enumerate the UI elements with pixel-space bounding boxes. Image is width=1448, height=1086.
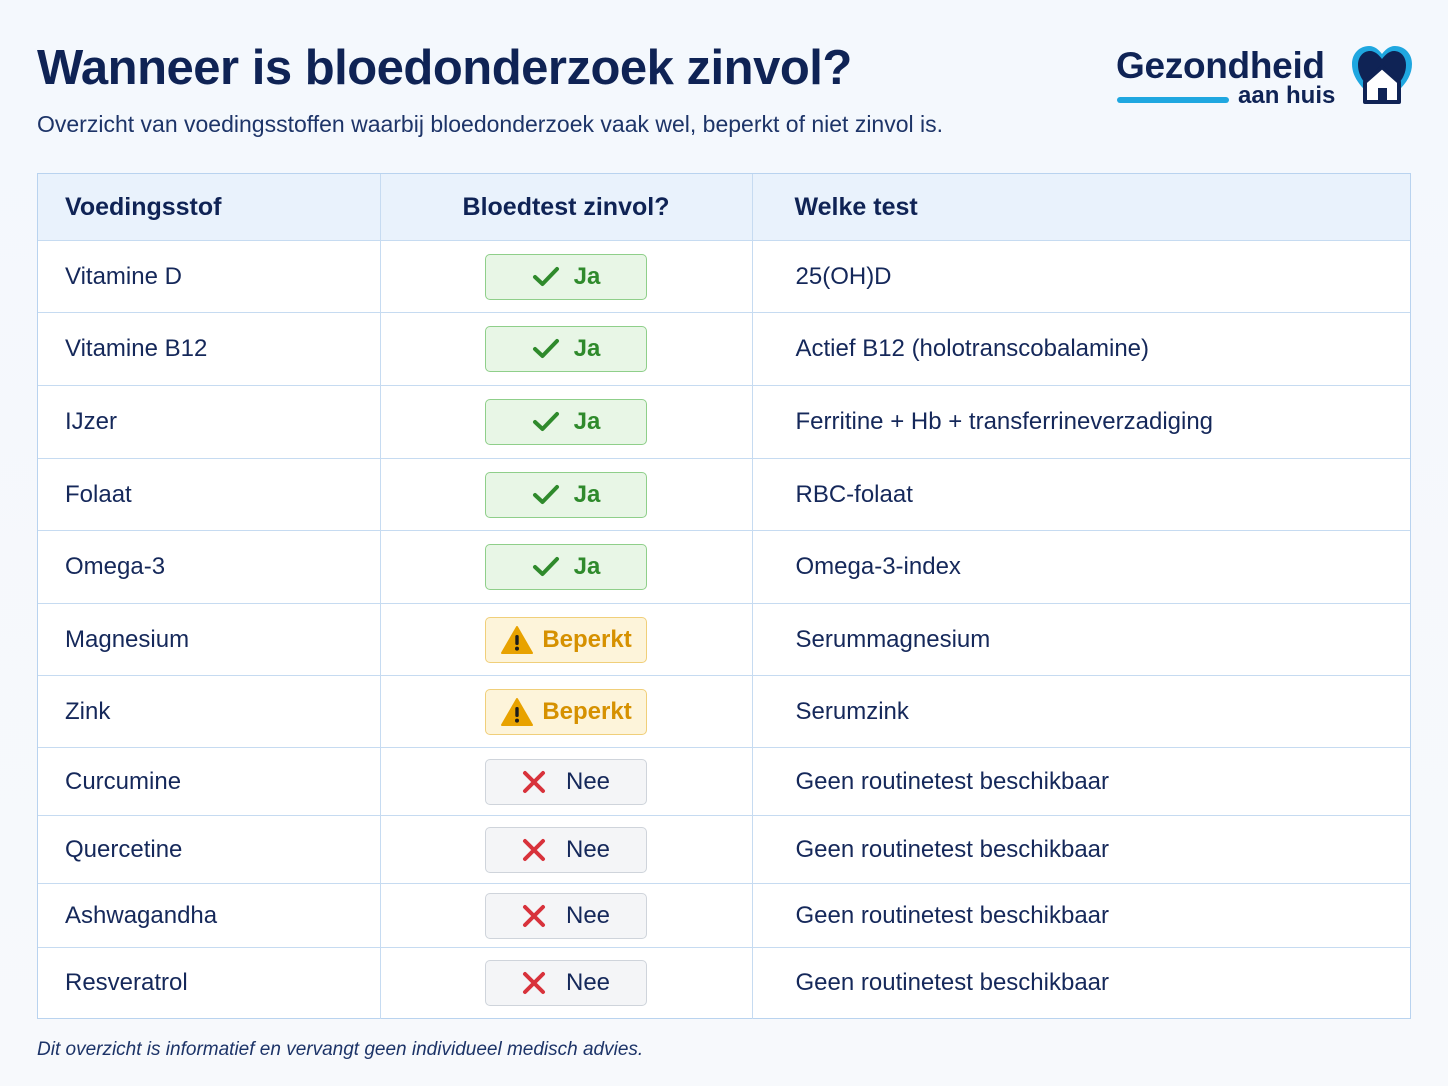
nutrient-cell: Curcumine	[38, 747, 381, 816]
table-row: Vitamine D Ja 25(OH)D	[38, 240, 1410, 313]
status-label: Nee	[565, 835, 611, 863]
test-cell: Geen routinetest beschikbaar	[752, 883, 1410, 948]
page-subtitle: Overzicht van voedingsstoffen waarbij bl…	[37, 111, 944, 137]
status-badge-no: Nee	[485, 892, 647, 939]
table-row: Zink Beperkt Serumzink	[38, 675, 1410, 748]
useful-cell: Ja	[380, 458, 753, 531]
nutrient-table: Voedingsstof Bloedtest zinvol? Welke tes…	[37, 173, 1411, 1019]
test-cell: Omega-3-index	[752, 530, 1410, 604]
status-badge-no: Nee	[485, 960, 647, 1007]
test-cell: Serumzink	[752, 675, 1410, 748]
nutrient-cell: Zink	[38, 675, 381, 748]
cross-icon	[522, 838, 545, 861]
table-row: Vitamine B12 Ja Actief B12 (holotranscobal…	[38, 312, 1410, 386]
disclaimer-footnote: Dit overzicht is informatief en vervangt…	[37, 1039, 644, 1060]
useful-cell: Ja	[380, 530, 753, 604]
status-badge-limited: Beperkt	[485, 688, 647, 735]
nutrient-cell: IJzer	[38, 385, 381, 459]
test-cell: 25(OH)D	[752, 240, 1410, 313]
table-header-row: Voedingsstof Bloedtest zinvol? Welke tes…	[38, 174, 1410, 241]
nutrient-cell: Ashwagandha	[38, 883, 381, 948]
column-header-test: Welke test	[752, 174, 1410, 241]
check-icon	[532, 339, 559, 358]
column-header-useful: Bloedtest zinvol?	[380, 174, 753, 241]
nutrient-cell: Resveratrol	[38, 947, 381, 1019]
useful-cell: Ja	[380, 240, 753, 313]
status-label: Ja	[573, 553, 601, 580]
nutrient-cell: Folaat	[38, 458, 381, 531]
useful-cell: Beperkt	[380, 675, 753, 748]
status-badge-yes: Ja	[485, 471, 647, 518]
cross-icon	[522, 904, 545, 927]
status-badge-yes: Ja	[485, 326, 647, 372]
warning-icon	[501, 625, 534, 654]
status-badge-yes: Ja	[485, 399, 647, 445]
check-icon	[532, 484, 559, 504]
table-row: Ashwagandha Nee Geen routinetest beschikba…	[38, 883, 1410, 948]
check-icon	[532, 557, 559, 576]
useful-cell: Beperkt	[380, 603, 753, 676]
cross-icon	[522, 972, 545, 995]
check-icon	[532, 412, 559, 431]
status-label: Ja	[573, 480, 601, 508]
page-title: Wanneer is bloedonderzoek zinvol?	[37, 41, 852, 95]
useful-cell: Ja	[380, 312, 753, 386]
cross-icon	[522, 770, 545, 793]
brand-logo: Gezondheid aan huis	[1114, 42, 1414, 112]
status-label: Beperkt	[542, 697, 632, 725]
status-label: Nee	[565, 969, 611, 997]
table-row: Magnesium Beperkt Serummagnesium	[38, 603, 1410, 676]
column-header-nutrient: Voedingsstof	[38, 174, 381, 241]
status-label: Ja	[573, 262, 601, 290]
status-label: Nee	[565, 901, 611, 929]
status-badge-no: Nee	[485, 758, 647, 805]
table-row: Omega-3 Ja Omega-3-index	[38, 530, 1410, 604]
status-label: Beperkt	[542, 625, 632, 653]
useful-cell: Ja	[380, 385, 753, 459]
test-cell: Actief B12 (holotranscobalamine)	[752, 312, 1410, 386]
nutrient-cell: Omega-3	[38, 530, 381, 604]
status-badge-limited: Beperkt	[485, 616, 647, 663]
status-badge-no: Nee	[485, 826, 647, 873]
table-row: IJzer Ja Ferritine + Hb + transferrineverz…	[38, 385, 1410, 459]
test-cell: RBC-folaat	[752, 458, 1410, 531]
test-cell: Geen routinetest beschikbaar	[752, 747, 1410, 816]
test-cell: Serummagnesium	[752, 603, 1410, 676]
check-icon	[532, 266, 559, 286]
test-cell: Ferritine + Hb + transferrineverzadiging	[752, 385, 1410, 459]
useful-cell: Nee	[380, 815, 753, 884]
useful-cell: Nee	[380, 883, 753, 948]
status-badge-yes: Ja	[485, 253, 647, 300]
logo-tagline: aan huis	[1238, 82, 1336, 109]
warning-icon	[501, 697, 534, 726]
table-row: Quercetine Nee Geen routinetest beschikbaa…	[38, 815, 1410, 884]
status-label: Ja	[573, 335, 601, 362]
status-badge-yes: Ja	[485, 544, 647, 590]
nutrient-cell: Quercetine	[38, 815, 381, 884]
status-label: Nee	[565, 767, 611, 795]
test-cell: Geen routinetest beschikbaar	[795, 969, 1110, 997]
table-row: Resveratrol Nee Geen routinetest beschikba…	[38, 947, 1410, 1019]
logo-underline	[1117, 97, 1229, 103]
logo-name: Gezondheid	[1116, 45, 1325, 86]
table-row: Folaat Ja RBC-folaat	[38, 458, 1410, 531]
nutrient-cell: Magnesium	[38, 603, 381, 676]
status-label: Ja	[573, 408, 601, 435]
test-cell: Geen routinetest beschikbaar	[752, 815, 1410, 884]
useful-cell: Nee	[380, 747, 753, 816]
nutrient-cell: Vitamine B12	[38, 312, 381, 386]
table-row: Curcumine Nee Geen routinetest beschikbaar	[38, 747, 1410, 816]
nutrient-cell: Vitamine D	[38, 240, 381, 313]
heart-house-icon	[1352, 46, 1412, 104]
useful-cell: Nee	[380, 947, 753, 1019]
